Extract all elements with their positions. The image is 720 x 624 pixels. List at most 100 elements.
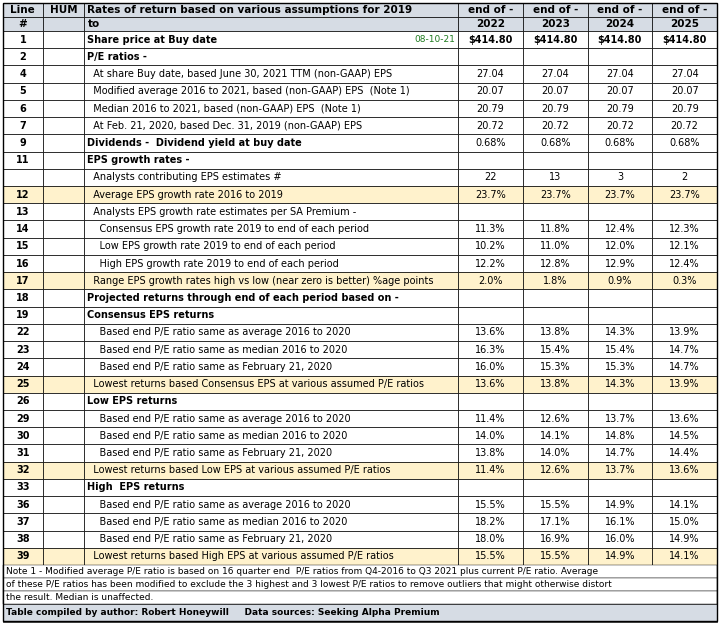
Bar: [652, 238, 717, 255]
Bar: [3, 238, 42, 255]
Bar: [523, 255, 588, 272]
Bar: [588, 134, 652, 152]
Bar: [652, 358, 717, 376]
Text: 12.1%: 12.1%: [670, 241, 700, 251]
Bar: [42, 66, 84, 82]
Bar: [588, 186, 652, 203]
Text: 1: 1: [19, 34, 26, 44]
Text: 2.0%: 2.0%: [478, 276, 503, 286]
Bar: [652, 376, 717, 392]
Bar: [42, 341, 84, 358]
Text: 11.3%: 11.3%: [475, 224, 505, 234]
Bar: [3, 479, 42, 496]
Bar: [523, 341, 588, 358]
Text: 37: 37: [16, 517, 30, 527]
Bar: [458, 427, 523, 444]
Bar: [523, 100, 588, 117]
Text: 30: 30: [16, 431, 30, 441]
Bar: [42, 186, 84, 203]
Bar: [523, 31, 588, 48]
Text: 15.5%: 15.5%: [540, 552, 570, 562]
Bar: [3, 48, 42, 66]
Bar: [523, 152, 588, 169]
Text: 29: 29: [16, 414, 30, 424]
Text: 10.2%: 10.2%: [475, 241, 505, 251]
Text: 15.5%: 15.5%: [475, 552, 506, 562]
Bar: [84, 548, 458, 565]
Text: 16.1%: 16.1%: [605, 517, 635, 527]
Bar: [588, 496, 652, 514]
Text: 4: 4: [19, 69, 26, 79]
Bar: [652, 290, 717, 306]
Text: 20.72: 20.72: [606, 120, 634, 131]
Text: 11.0%: 11.0%: [540, 241, 570, 251]
Text: 08-10-21: 08-10-21: [414, 35, 455, 44]
Bar: [652, 496, 717, 514]
Bar: [458, 376, 523, 392]
Bar: [652, 306, 717, 324]
Bar: [458, 17, 523, 31]
Bar: [588, 479, 652, 496]
Bar: [458, 496, 523, 514]
Bar: [588, 66, 652, 82]
Bar: [42, 530, 84, 548]
Text: Based end P/E ratio same as median 2016 to 2020: Based end P/E ratio same as median 2016 …: [87, 344, 348, 354]
Bar: [458, 410, 523, 427]
Text: 18: 18: [16, 293, 30, 303]
Bar: [458, 444, 523, 462]
Bar: [3, 169, 42, 186]
Text: 13.7%: 13.7%: [605, 414, 635, 424]
Text: 23.7%: 23.7%: [475, 190, 506, 200]
Bar: [652, 66, 717, 82]
Text: 18.2%: 18.2%: [475, 517, 505, 527]
Bar: [84, 341, 458, 358]
Bar: [588, 82, 652, 100]
Text: 13.8%: 13.8%: [540, 328, 570, 338]
Bar: [84, 169, 458, 186]
Bar: [3, 514, 42, 530]
Bar: [84, 444, 458, 462]
Bar: [42, 306, 84, 324]
Text: 14.3%: 14.3%: [605, 379, 635, 389]
Bar: [652, 100, 717, 117]
Bar: [652, 17, 717, 31]
Text: 20.07: 20.07: [671, 86, 698, 96]
Bar: [3, 220, 42, 238]
Bar: [84, 479, 458, 496]
Text: 27.04: 27.04: [671, 69, 698, 79]
Text: 14.9%: 14.9%: [670, 534, 700, 544]
Bar: [523, 220, 588, 238]
Bar: [458, 324, 523, 341]
Text: 20.07: 20.07: [541, 86, 569, 96]
Bar: [3, 100, 42, 117]
Bar: [42, 48, 84, 66]
Bar: [3, 392, 42, 410]
Bar: [458, 203, 523, 220]
Bar: [652, 3, 717, 17]
Bar: [523, 169, 588, 186]
Bar: [3, 134, 42, 152]
Bar: [652, 462, 717, 479]
Bar: [458, 306, 523, 324]
Bar: [42, 444, 84, 462]
Text: Analysts contributing EPS estimates #: Analysts contributing EPS estimates #: [87, 172, 282, 182]
Text: 9: 9: [19, 138, 26, 148]
Bar: [458, 117, 523, 134]
Bar: [588, 306, 652, 324]
Text: Based end P/E ratio same as average 2016 to 2020: Based end P/E ratio same as average 2016…: [87, 328, 351, 338]
Bar: [652, 186, 717, 203]
Text: 13.9%: 13.9%: [670, 379, 700, 389]
Bar: [3, 565, 717, 578]
Bar: [523, 290, 588, 306]
Text: 5: 5: [19, 86, 26, 96]
Bar: [84, 530, 458, 548]
Text: 27.04: 27.04: [477, 69, 504, 79]
Bar: [458, 169, 523, 186]
Text: 22: 22: [16, 328, 30, 338]
Text: Based end P/E ratio same as February 21, 2020: Based end P/E ratio same as February 21,…: [87, 362, 333, 372]
Bar: [84, 186, 458, 203]
Bar: [42, 3, 84, 17]
Bar: [652, 272, 717, 290]
Bar: [588, 238, 652, 255]
Text: 18.0%: 18.0%: [475, 534, 505, 544]
